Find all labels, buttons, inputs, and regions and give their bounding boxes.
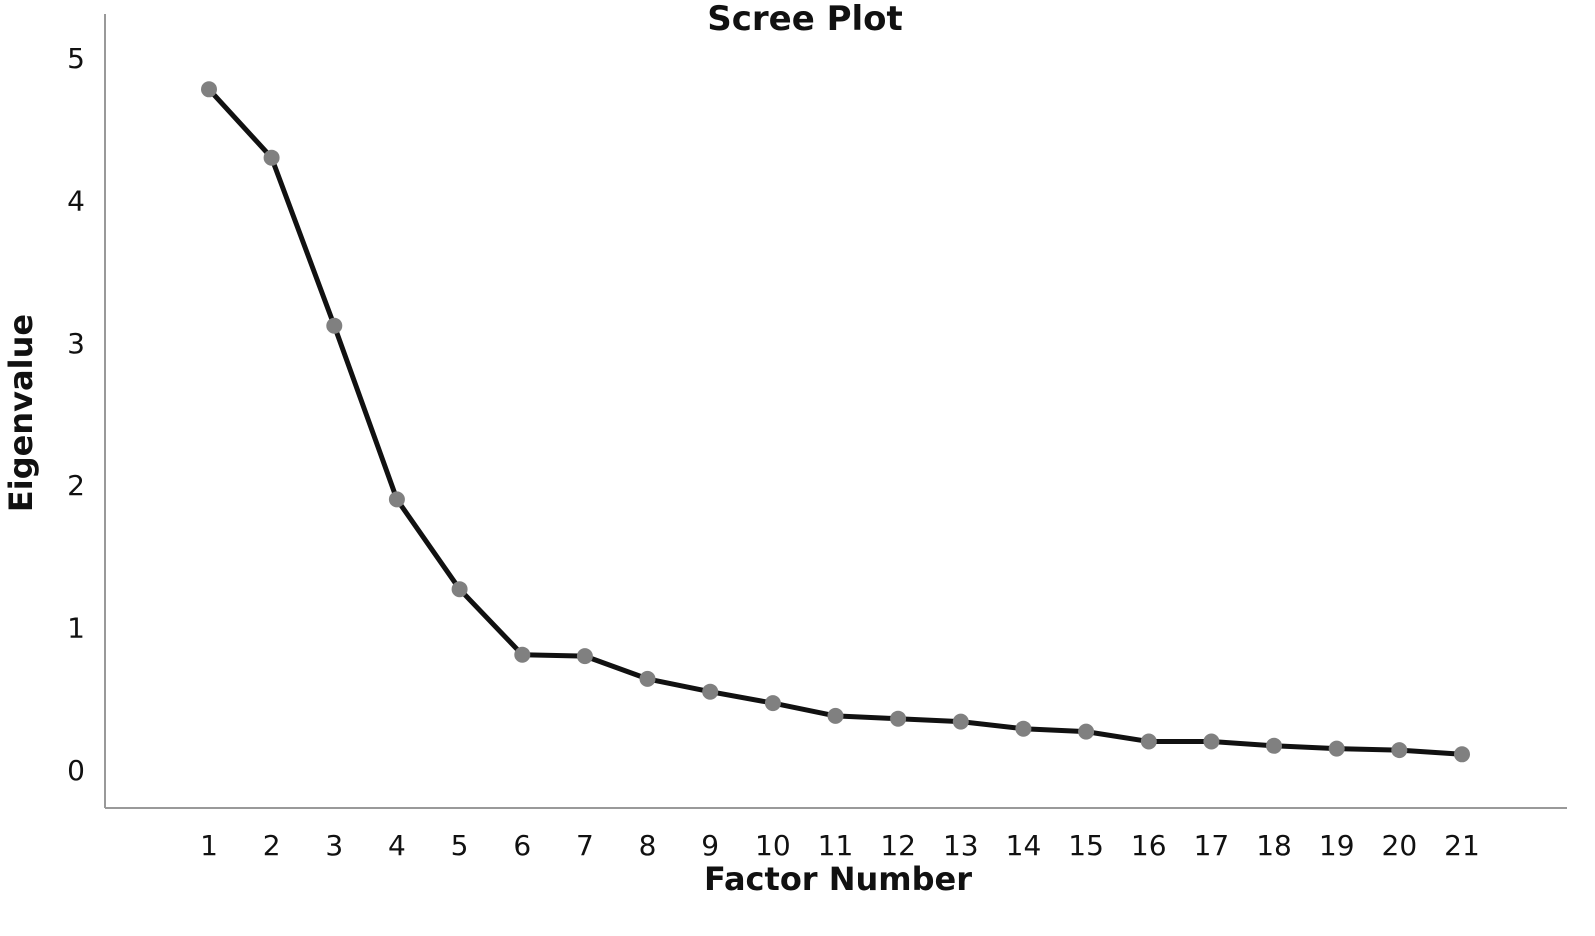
y-tick-label: 3 — [67, 327, 85, 360]
x-tick-label: 16 — [1131, 829, 1167, 862]
x-axis-title: Factor Number — [704, 860, 972, 898]
x-tick-label: 21 — [1444, 829, 1480, 862]
y-tick-label: 0 — [67, 754, 85, 787]
x-tick-label: 4 — [388, 829, 406, 862]
data-point — [326, 317, 343, 334]
x-tick-label: 2 — [263, 829, 281, 862]
data-point — [1015, 720, 1032, 737]
data-point — [514, 646, 531, 663]
data-point — [702, 683, 719, 700]
data-point — [890, 710, 907, 727]
x-tick-labels: 1 2 3 4 5 6 7 8 9 10 11 12 13 14 15 16 17 18 19 20 21 — [200, 829, 1480, 862]
x-tick-label: 13 — [943, 829, 979, 862]
data-point — [1391, 742, 1408, 759]
y-tick-label: 2 — [67, 469, 85, 502]
data-point — [764, 695, 781, 712]
x-tick-label: 5 — [451, 829, 469, 862]
eigenvalue-points — [201, 81, 1470, 763]
y-tick-labels: 0 1 2 3 4 5 — [67, 42, 85, 787]
data-point — [1328, 740, 1345, 757]
x-tick-label: 9 — [701, 829, 719, 862]
data-point — [639, 670, 656, 687]
data-point — [1454, 746, 1470, 763]
x-tick-label: 1 — [200, 829, 218, 862]
y-tick-label: 4 — [67, 184, 85, 217]
x-tick-label: 14 — [1006, 829, 1042, 862]
data-point — [576, 648, 593, 665]
x-tick-label: 11 — [818, 829, 854, 862]
x-tick-label: 7 — [576, 829, 594, 862]
eigenvalue-series-line — [206, 86, 1465, 757]
x-tick-label: 3 — [325, 829, 343, 862]
y-tick-label: 5 — [67, 42, 85, 75]
data-point — [263, 149, 280, 166]
data-point — [952, 713, 969, 730]
chart-title: Scree Plot — [707, 0, 903, 39]
data-point — [1078, 723, 1095, 740]
x-tick-label: 10 — [755, 829, 791, 862]
axes — [104, 14, 1567, 809]
x-tick-label: 19 — [1319, 829, 1355, 862]
data-point — [451, 581, 468, 598]
y-tick-label: 1 — [67, 612, 85, 645]
data-point — [1140, 733, 1157, 750]
x-tick-label: 20 — [1382, 829, 1418, 862]
x-tick-label: 17 — [1194, 829, 1230, 862]
data-point — [201, 81, 217, 98]
x-tick-label: 8 — [639, 829, 657, 862]
data-point — [827, 707, 844, 724]
x-tick-label: 12 — [880, 829, 916, 862]
x-tick-label: 18 — [1256, 829, 1292, 862]
data-point — [1203, 733, 1220, 750]
x-tick-label: 15 — [1068, 829, 1104, 862]
data-point — [1266, 737, 1282, 754]
data-point — [388, 491, 405, 508]
y-axis-title: Eigenvalue — [2, 314, 40, 512]
x-tick-label: 6 — [513, 829, 531, 862]
